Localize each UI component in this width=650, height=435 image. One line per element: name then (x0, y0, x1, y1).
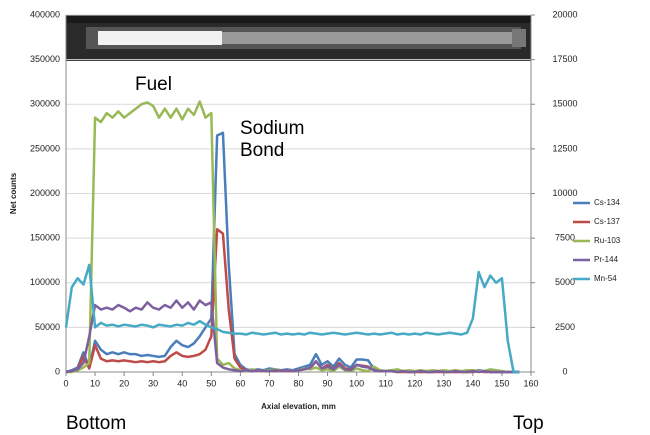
x-tick-label: 50 (206, 378, 216, 388)
x-tick-label: 70 (264, 378, 274, 388)
legend-label: Cs-137 (594, 217, 620, 226)
y-tick-label: 300000 (30, 99, 60, 109)
y2-tick-label: 0 (562, 366, 567, 376)
y-tick-label: 50000 (35, 322, 60, 332)
y2-tick-label: 2500 (555, 322, 575, 332)
legend-label: Mn-54 (594, 274, 617, 283)
y-tick-label: 250000 (30, 143, 60, 153)
y-tick-label: 350000 (30, 54, 60, 64)
annotation: Bottom (66, 413, 126, 435)
x-tick-label: 30 (148, 378, 158, 388)
y2-tick-label: 10000 (552, 188, 577, 198)
legend-label: Cs-134 (594, 198, 620, 207)
x-tick-label: 130 (436, 378, 451, 388)
series-line (66, 229, 519, 372)
y-tick-label: 0 (55, 366, 60, 376)
xray-image (66, 15, 531, 61)
x-tick-label: 140 (465, 378, 480, 388)
y2-tick-label: 5000 (555, 277, 575, 287)
y2-tick-label: 20000 (552, 9, 577, 19)
page: {"chart_data": {"type": "line", "xlabel"… (0, 0, 650, 433)
y-tick-label: 100000 (30, 277, 60, 287)
series-line (66, 133, 519, 372)
y2-tick-label: 17500 (552, 54, 577, 64)
y-tick-label: 150000 (30, 233, 60, 243)
legend-label: Ru-103 (594, 236, 621, 245)
x-tick-label: 60 (235, 378, 245, 388)
y-tick-label: 400000 (30, 9, 60, 19)
x-tick-label: 10 (90, 378, 100, 388)
annotation: Top (513, 413, 544, 435)
x-tick-label: 40 (177, 378, 187, 388)
legend-label: Pr-144 (594, 255, 619, 264)
annotation: Fuel (135, 74, 172, 96)
x-tick-label: 160 (523, 378, 538, 388)
annotation: Sodium Bond (240, 118, 320, 162)
x-tick-label: 90 (323, 378, 333, 388)
y-tick-label: 200000 (30, 188, 60, 198)
chart: 0500001000001500002000002500003000003500… (0, 0, 650, 433)
x-tick-label: 150 (494, 378, 509, 388)
y2-tick-label: 15000 (552, 99, 577, 109)
x-tick-label: 80 (293, 378, 303, 388)
y2-tick-label: 12500 (552, 143, 577, 153)
x-axis-label: Axial elevation, mm (261, 402, 336, 411)
y2-tick-label: 7500 (555, 233, 575, 243)
x-tick-label: 100 (349, 378, 364, 388)
series-line (66, 265, 519, 372)
x-tick-label: 0 (63, 378, 68, 388)
x-tick-label: 120 (407, 378, 422, 388)
x-tick-label: 110 (379, 378, 393, 388)
x-tick-label: 20 (119, 378, 129, 388)
y-axis-label: Net counts (9, 172, 18, 214)
